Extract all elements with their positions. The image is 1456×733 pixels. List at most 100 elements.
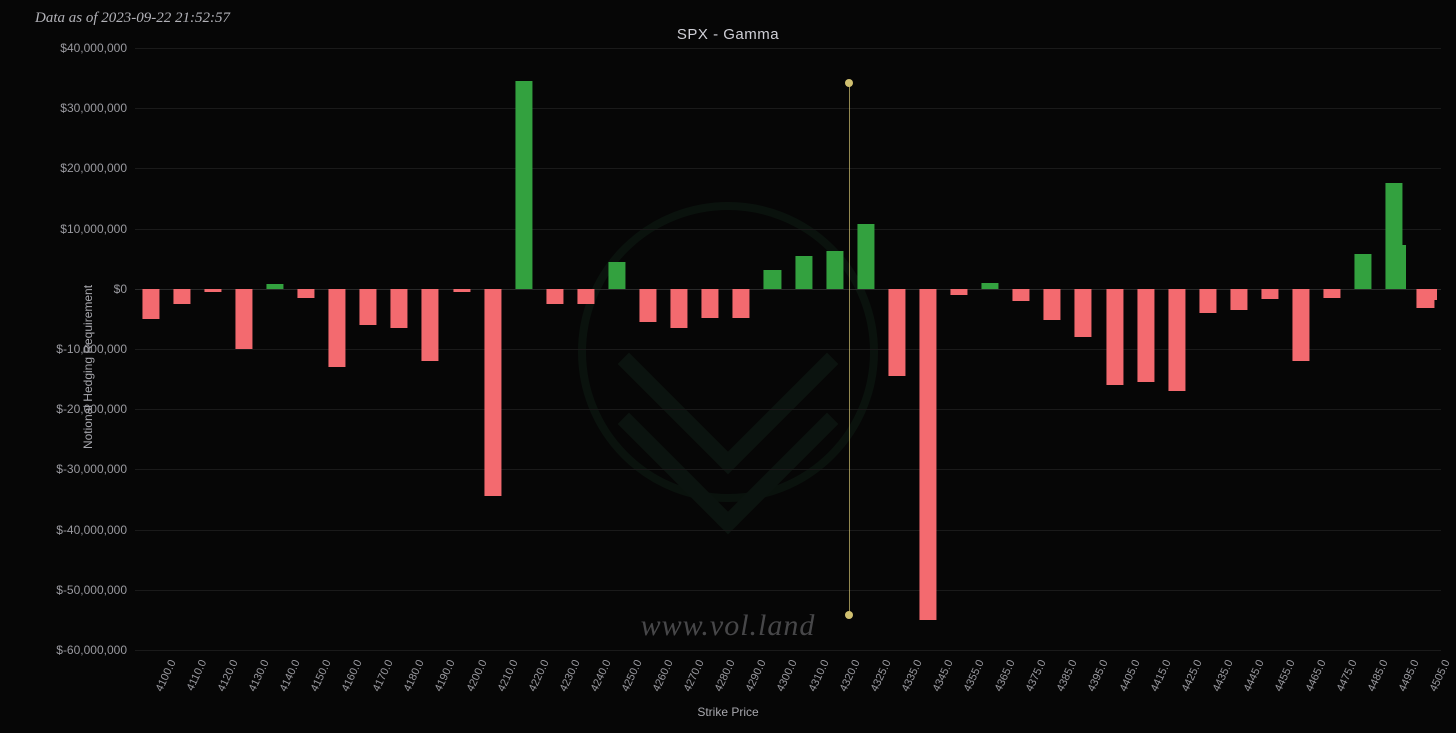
x-tick-label: 4435.0 xyxy=(1210,658,1235,694)
x-tick-label: 4280.0 xyxy=(713,658,738,694)
price-marker-dot xyxy=(845,611,853,619)
bars-layer xyxy=(135,48,1441,650)
bar[interactable] xyxy=(1324,289,1341,299)
x-tick-label: 4110.0 xyxy=(184,658,209,693)
x-tick-label: 4290.0 xyxy=(744,658,769,694)
bar[interactable] xyxy=(733,289,750,318)
x-tick-label: 4485.0 xyxy=(1366,658,1391,694)
bar[interactable] xyxy=(391,289,408,328)
chart-title: SPX - Gamma xyxy=(0,26,1456,43)
x-tick-label: 4120.0 xyxy=(215,658,240,694)
bar[interactable] xyxy=(1013,289,1030,301)
bar[interactable] xyxy=(1293,289,1310,361)
x-tick-label: 4300.0 xyxy=(775,658,800,694)
chart-frame: Data as of 2023-09-22 21:52:57 SPX - Gam… xyxy=(0,0,1456,733)
bar[interactable] xyxy=(484,289,501,497)
y-tick-label: $-30,000,000 xyxy=(56,462,127,476)
x-tick-label: 4375.0 xyxy=(1024,658,1049,694)
bar[interactable] xyxy=(764,270,781,289)
y-tick-label: $40,000,000 xyxy=(60,41,127,55)
x-tick-label: 4415.0 xyxy=(1148,658,1173,694)
bar[interactable] xyxy=(329,289,346,367)
x-tick-label: 4210.0 xyxy=(495,658,520,694)
bar[interactable] xyxy=(1075,289,1092,337)
bar[interactable] xyxy=(1355,254,1372,289)
bar[interactable] xyxy=(1137,289,1154,382)
x-tick-label: 4100.0 xyxy=(153,658,178,694)
x-tick-label: 4425.0 xyxy=(1179,658,1204,694)
x-tick-label: 4310.0 xyxy=(806,658,831,694)
y-tick-label: $-60,000,000 xyxy=(56,643,127,657)
bar[interactable] xyxy=(360,289,377,325)
y-tick-label: $20,000,000 xyxy=(60,161,127,175)
x-tick-label: 4325.0 xyxy=(868,658,893,694)
bar[interactable] xyxy=(453,289,470,292)
bar[interactable] xyxy=(1044,289,1061,320)
bar[interactable] xyxy=(1199,289,1216,313)
bar[interactable] xyxy=(235,289,252,349)
bar[interactable] xyxy=(950,289,967,295)
x-ticks: 4100.04110.04120.04130.04140.04150.04160… xyxy=(135,650,1441,710)
x-tick-label: 4130.0 xyxy=(246,658,271,694)
x-tick-label: 4260.0 xyxy=(651,658,676,694)
plot-area: $40,000,000$30,000,000$20,000,000$10,000… xyxy=(135,48,1441,650)
bar-secondary[interactable] xyxy=(1400,245,1406,288)
bar[interactable] xyxy=(1168,289,1185,391)
y-tick-label: $-10,000,000 xyxy=(56,342,127,356)
y-tick-label: $30,000,000 xyxy=(60,101,127,115)
x-tick-label: 4465.0 xyxy=(1304,658,1329,694)
x-tick-label: 4170.0 xyxy=(371,658,396,694)
bar[interactable] xyxy=(422,289,439,361)
bar[interactable] xyxy=(546,289,563,304)
x-tick-label: 4240.0 xyxy=(588,658,613,694)
x-tick-label: 4445.0 xyxy=(1241,658,1266,694)
bar[interactable] xyxy=(702,289,719,318)
bar[interactable] xyxy=(795,256,812,289)
bar[interactable] xyxy=(1106,289,1123,385)
x-tick-label: 4345.0 xyxy=(931,658,956,694)
bar[interactable] xyxy=(919,289,936,620)
x-tick-label: 4455.0 xyxy=(1273,658,1298,694)
x-tick-label: 4405.0 xyxy=(1117,658,1142,694)
bar[interactable] xyxy=(297,289,314,298)
bar[interactable] xyxy=(1230,289,1247,310)
bar[interactable] xyxy=(1261,289,1278,299)
x-tick-label: 4160.0 xyxy=(340,658,365,694)
bar[interactable] xyxy=(515,81,532,289)
x-tick-label: 4335.0 xyxy=(899,658,924,694)
bar[interactable] xyxy=(204,289,221,292)
bar[interactable] xyxy=(671,289,688,328)
x-tick-label: 4230.0 xyxy=(557,658,582,694)
x-tick-label: 4475.0 xyxy=(1335,658,1360,694)
x-tick-label: 4320.0 xyxy=(837,658,862,694)
y-tick-label: $-40,000,000 xyxy=(56,523,127,537)
y-tick-label: $0 xyxy=(114,282,127,296)
bar[interactable] xyxy=(982,283,999,289)
y-tick-label: $-50,000,000 xyxy=(56,583,127,597)
bar[interactable] xyxy=(577,289,594,304)
x-axis-label: Strike Price xyxy=(0,705,1456,719)
x-tick-label: 4220.0 xyxy=(526,658,551,694)
x-tick-label: 4150.0 xyxy=(309,658,334,694)
bar[interactable] xyxy=(173,289,190,304)
y-tick-label: $-20,000,000 xyxy=(56,402,127,416)
x-tick-label: 4200.0 xyxy=(464,658,489,694)
x-tick-label: 4180.0 xyxy=(402,658,427,694)
bar[interactable] xyxy=(826,251,843,288)
x-tick-label: 4385.0 xyxy=(1055,658,1080,694)
bar[interactable] xyxy=(888,289,905,376)
bar[interactable] xyxy=(142,289,159,319)
price-marker-dot xyxy=(845,79,853,87)
x-tick-label: 4250.0 xyxy=(620,658,645,694)
x-tick-label: 4365.0 xyxy=(993,658,1018,694)
x-tick-label: 4395.0 xyxy=(1086,658,1111,694)
y-axis-label: Notional Hedging Requirement xyxy=(81,284,95,448)
bar-secondary[interactable] xyxy=(1431,289,1437,300)
data-timestamp: Data as of 2023-09-22 21:52:57 xyxy=(35,10,230,27)
bar[interactable] xyxy=(608,262,625,289)
bar[interactable] xyxy=(640,289,657,322)
x-tick-label: 4190.0 xyxy=(433,658,458,694)
bar[interactable] xyxy=(857,224,874,289)
bar[interactable] xyxy=(266,284,283,289)
y-tick-label: $10,000,000 xyxy=(60,222,127,236)
